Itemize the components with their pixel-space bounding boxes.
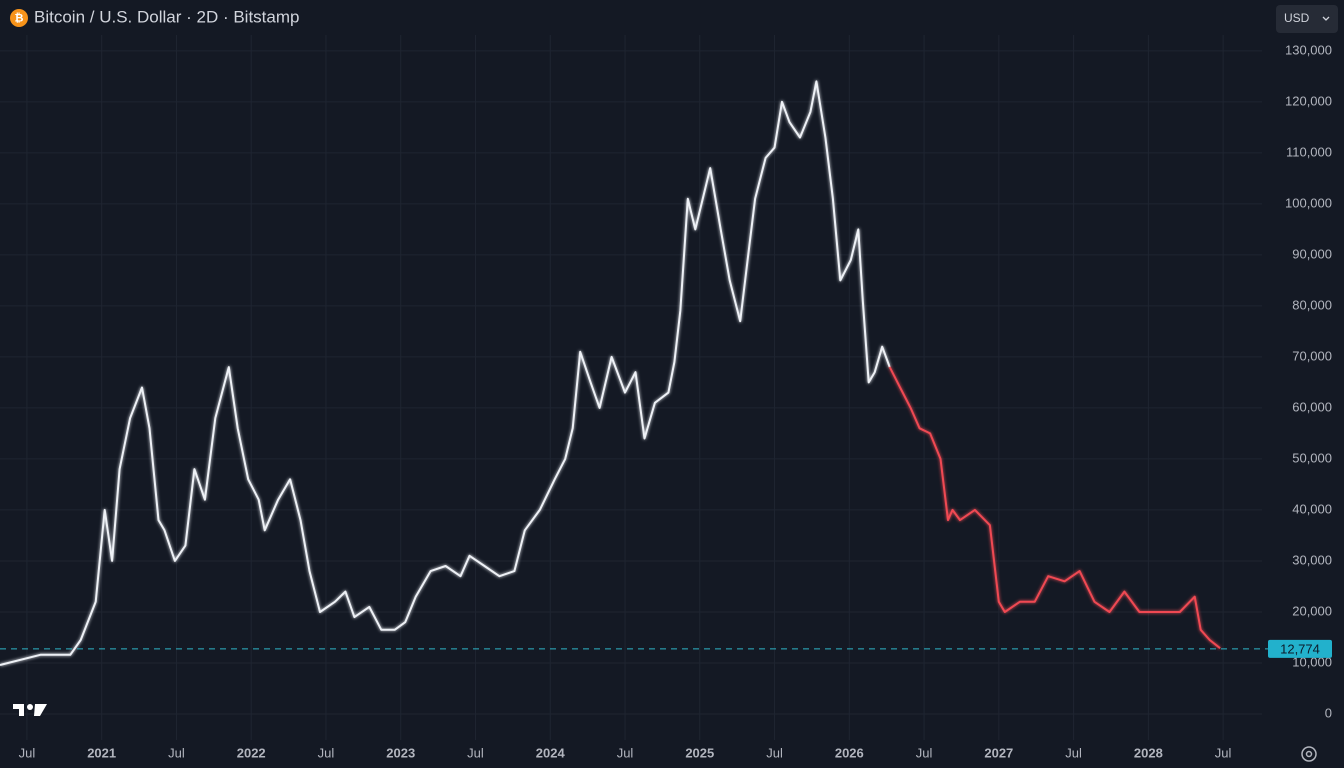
x-tick-label: 2025 [685, 745, 714, 760]
last-price-badge [1268, 639, 1332, 658]
y-tick-label: 10,000 [1292, 654, 1332, 669]
dropdown-chevron [1322, 16, 1330, 21]
y-tick-label: 40,000 [1292, 501, 1332, 516]
chart-title: Bitcoin / U.S. Dollar · 2D · Bitstamp [34, 7, 299, 26]
y-tick-label: 130,000 [1285, 42, 1332, 57]
x-tick-label: Jul [916, 745, 933, 760]
x-tick-label: Jul [467, 745, 484, 760]
axes: 0 10,000 20,000 30,000 40,000 50,000 60,000 70,… [19, 42, 1332, 760]
y-tick-label: 120,000 [1285, 93, 1332, 108]
y-tick-label: 100,000 [1285, 195, 1332, 210]
coin-symbol: ₿ [15, 12, 24, 24]
plot [0, 80, 1268, 666]
x-tick-label: 2023 [386, 745, 415, 760]
x-tick-label: 2024 [536, 745, 566, 760]
y-tick-label: 20,000 [1292, 603, 1332, 618]
x-tick-label: Jul [1215, 745, 1232, 760]
y-tick-label: 30,000 [1292, 552, 1332, 567]
x-tick-label: Jul [617, 745, 634, 760]
x-tick-label: 2021 [87, 745, 116, 760]
coin-icon [10, 9, 28, 27]
x-tick-label: 2022 [237, 745, 266, 760]
y-tick-label: 110,000 [1286, 144, 1332, 159]
y-tick-label: 70,000 [1292, 348, 1332, 363]
y-tick-label: 80,000 [1292, 297, 1332, 312]
tradingview-logo [13, 704, 47, 716]
settings-icon[interactable] [1301, 746, 1317, 762]
price-line [888, 366, 1221, 649]
x-tick-label: 2026 [835, 745, 864, 760]
price-line [0, 80, 891, 666]
y-tick-label: 0 [1325, 705, 1332, 720]
currency-label[interactable]: USD [1284, 11, 1310, 25]
y-tick-label: 50,000 [1292, 450, 1332, 465]
y-tick-label: 90,000 [1292, 246, 1332, 261]
x-tick-label: Jul [168, 745, 185, 760]
x-tick-label: Jul [1065, 745, 1082, 760]
x-tick-label: 2028 [1134, 745, 1163, 760]
currency-select[interactable] [1276, 5, 1338, 33]
last-price-label: 12,774 [1280, 641, 1320, 656]
x-tick-label: Jul [766, 745, 783, 760]
x-tick-label: Jul [19, 745, 36, 760]
x-tick-label: Jul [318, 745, 335, 760]
x-tick-label: 2027 [984, 745, 1013, 760]
y-tick-label: 60,000 [1292, 399, 1332, 414]
